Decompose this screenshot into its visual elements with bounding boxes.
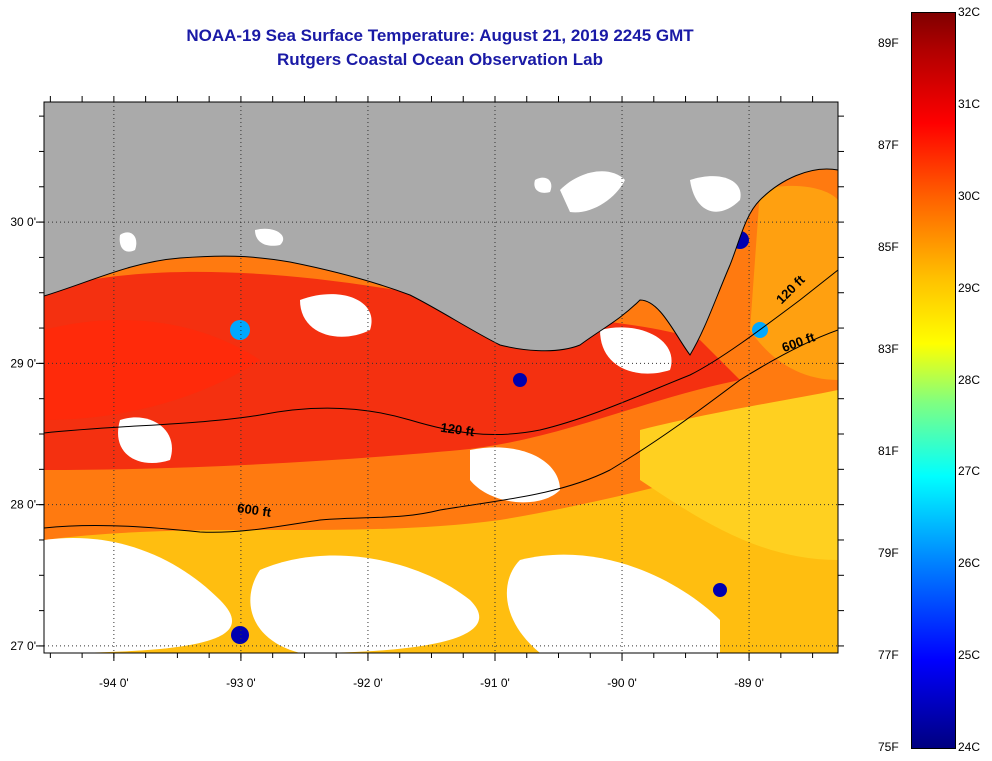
contour-600ft <box>44 329 838 533</box>
colorbar-celsius-label: 30C <box>958 188 981 203</box>
sst-field <box>44 102 838 653</box>
colorbar-celsius-label: 29C <box>958 280 981 295</box>
sst-cold-spot <box>231 626 249 644</box>
lat-tick-label: 29 0' <box>10 356 36 370</box>
sst-mild-east <box>640 390 838 560</box>
colorbar-fahrenheit-label: 75F <box>878 740 899 754</box>
colorbar-celsius-label: 31C <box>958 96 981 111</box>
colorbar-celsius-label: 27C <box>958 464 981 479</box>
cloud-patch-sw <box>44 538 233 653</box>
graticule <box>44 102 838 653</box>
lake-sabine <box>119 232 137 252</box>
lake-borgne <box>690 176 741 212</box>
lat-tick-label: 27 0' <box>10 639 36 653</box>
land-mass <box>44 102 838 356</box>
cloud-patch-center <box>470 447 560 503</box>
cloud-patch-se <box>506 554 720 653</box>
sst-cold-spot <box>513 373 527 387</box>
colorbar-celsius-label: 32C <box>958 5 981 19</box>
lon-tick-label: -92 0' <box>353 676 383 690</box>
colorbar-fahrenheit-label: 81F <box>878 443 899 458</box>
axis-ticks: -94 0' -93 0' -92 0' -91 0' -90 0' -89 0' 30 0… <box>10 96 844 690</box>
lon-tick-label: -90 0' <box>607 676 637 690</box>
sst-colorbar <box>911 12 956 749</box>
lat-tick-label: 28 0' <box>10 498 36 512</box>
contour-label: 120 ft <box>440 420 476 440</box>
cloud-patch-w <box>118 417 172 464</box>
contour-120ft <box>44 269 838 436</box>
lon-tick-label: -93 0' <box>226 676 256 690</box>
sst-east-shelf <box>750 185 838 380</box>
map-subtitle: Rutgers Coastal Ocean Observation Lab <box>277 50 603 69</box>
colorbar-fahrenheit-label: 85F <box>878 239 899 254</box>
colorbar-fahrenheit-label: 83F <box>878 341 899 356</box>
lon-tick-label: -94 0' <box>99 676 129 690</box>
lake-pontchartrain <box>560 171 625 213</box>
lon-tick-label: -91 0' <box>480 676 510 690</box>
colorbar-fahrenheit-label: 77F <box>878 648 899 663</box>
colorbar-celsius-label: 26C <box>958 556 981 571</box>
cloud-patch-s <box>250 555 480 653</box>
map-title: NOAA-19 Sea Surface Temperature: August … <box>186 26 694 45</box>
sst-cold-spot <box>713 583 727 597</box>
colorbar-fahrenheit-label: 87F <box>878 137 899 152</box>
sst-hot-core <box>44 320 260 420</box>
lon-tick-label: -89 0' <box>734 676 764 690</box>
plot-frame <box>43 101 839 654</box>
colorbar-celsius-label: 28C <box>958 372 981 387</box>
sst-cool-spot <box>230 320 250 340</box>
lake-maurepas <box>534 177 552 193</box>
colorbar-fahrenheit-label: 79F <box>878 546 899 561</box>
colorbar-celsius-label: 25C <box>958 648 981 663</box>
lake-calcasieu <box>255 228 284 246</box>
cloud-patch-ne <box>600 327 672 374</box>
colorbar-fahrenheit-label: 89F <box>878 35 899 50</box>
colorbar-celsius-label: 24C <box>958 740 981 754</box>
lat-tick-label: 30 0' <box>10 215 36 229</box>
cloud-patch-nc <box>300 294 372 337</box>
contour-label: 600 ft <box>236 500 272 520</box>
